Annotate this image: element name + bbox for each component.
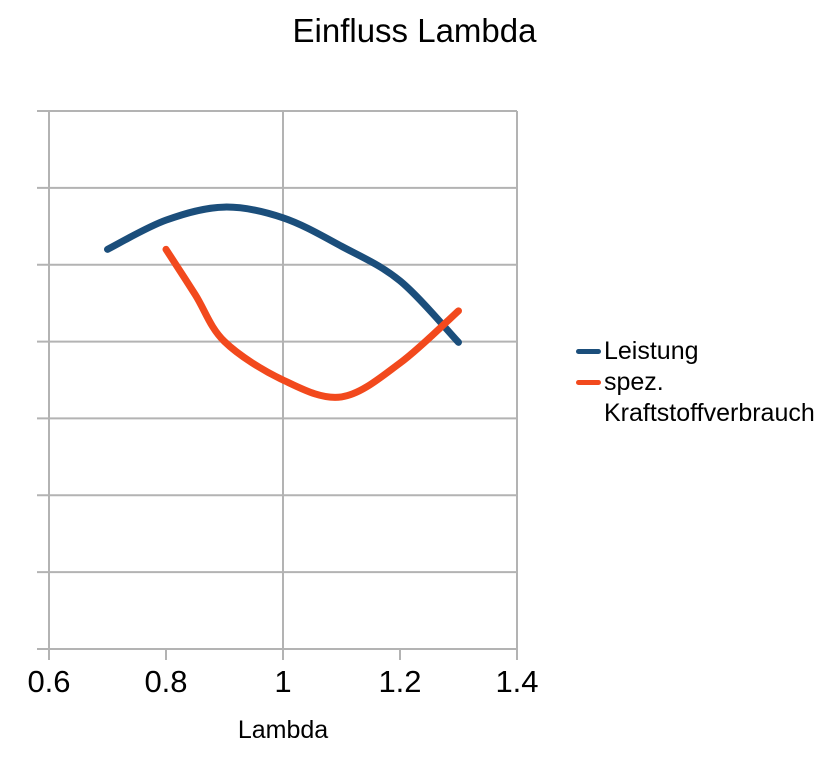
chart-title: Einfluss Lambda — [292, 12, 537, 49]
x-tick-label: 0.8 — [144, 664, 188, 699]
x-tick-label: 1.2 — [378, 664, 422, 699]
legend-marker-leistung-icon — [576, 349, 601, 354]
series-line-0 — [104, 203, 462, 346]
legend-marker-kraftstoffverbrauch-icon — [576, 380, 601, 385]
legend: Leistung spez. Kraftstoffverbrauch — [576, 336, 826, 429]
x-tick-label: 1.4 — [495, 664, 539, 699]
legend-label-leistung: Leistung — [604, 337, 699, 365]
x-axis-title: Lambda — [237, 716, 329, 744]
legend-label-kraftstoffverbrauch: spez. Kraftstoffverbrauch — [604, 368, 815, 427]
legend-item-leistung: Leistung — [576, 336, 826, 367]
x-tick-label: 0.6 — [27, 664, 71, 699]
x-tick-label: 1 — [274, 664, 292, 699]
legend-item-kraftstoffverbrauch: spez. Kraftstoffverbrauch — [576, 367, 826, 429]
series-line-1 — [162, 245, 462, 401]
